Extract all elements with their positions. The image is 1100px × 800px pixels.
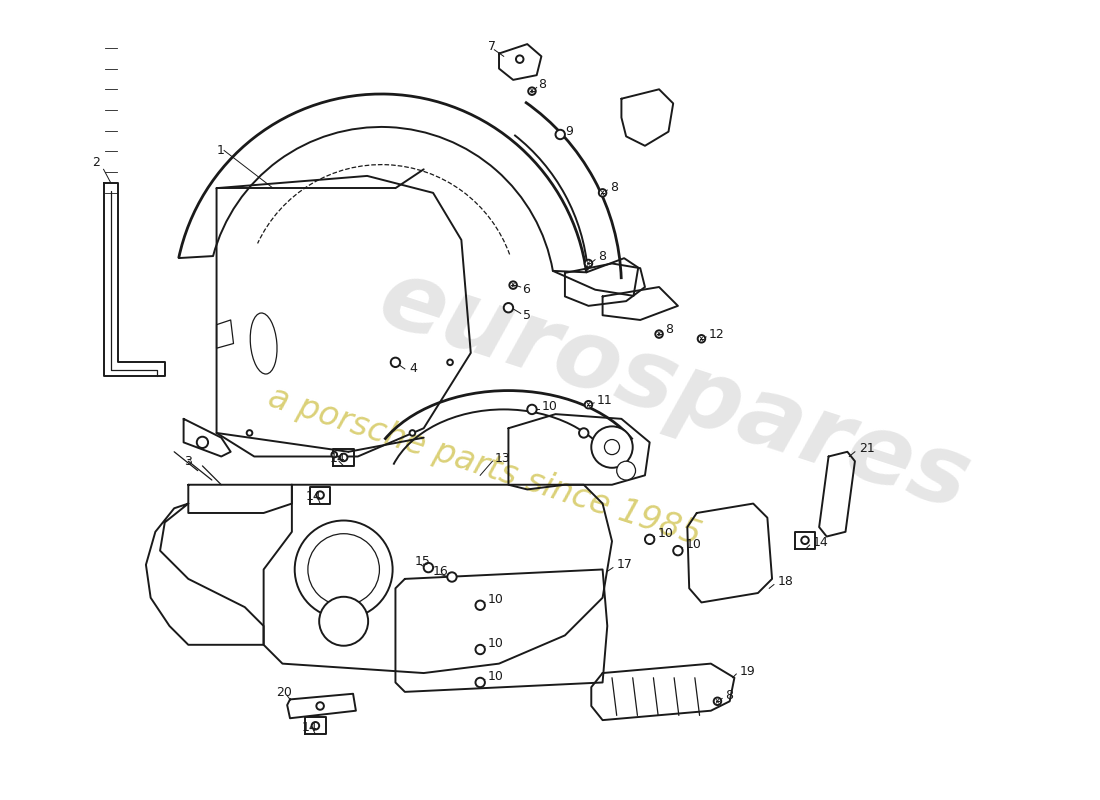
Circle shape [598,189,606,197]
Text: 8: 8 [610,181,618,194]
Circle shape [617,462,636,480]
Circle shape [409,430,415,436]
Text: 16: 16 [433,565,449,578]
Text: 3: 3 [184,454,191,468]
Text: 1: 1 [217,144,224,157]
Circle shape [605,439,619,454]
Circle shape [319,597,369,646]
Circle shape [475,601,485,610]
Circle shape [246,430,252,436]
Text: 5: 5 [522,309,530,322]
Circle shape [801,537,808,544]
Text: 10: 10 [541,400,558,413]
Circle shape [509,282,517,289]
Text: 21: 21 [859,442,874,455]
Circle shape [390,358,400,367]
Circle shape [504,303,513,313]
Circle shape [424,563,433,572]
Circle shape [585,401,592,409]
Circle shape [475,678,485,687]
Text: 8: 8 [539,78,547,91]
Circle shape [475,645,485,654]
Circle shape [673,546,683,555]
Circle shape [579,428,588,438]
Circle shape [331,452,337,458]
Circle shape [295,521,393,618]
Text: 10: 10 [487,670,504,683]
Text: 8: 8 [598,250,606,263]
Text: 10: 10 [657,527,673,540]
Circle shape [197,437,208,448]
Text: 20: 20 [276,686,292,699]
Circle shape [340,454,348,462]
Circle shape [516,55,524,63]
Text: 10: 10 [487,638,504,650]
Text: 4: 4 [409,362,417,375]
Text: 14: 14 [813,536,828,549]
Circle shape [527,405,537,414]
Text: 13: 13 [494,452,510,465]
Text: 15: 15 [415,555,430,569]
Text: 10: 10 [685,538,702,551]
Circle shape [645,534,654,544]
Circle shape [714,698,722,705]
Text: 11: 11 [597,394,613,406]
Text: 7: 7 [487,41,496,54]
Text: 14: 14 [301,721,317,734]
Text: 14: 14 [330,452,345,465]
Circle shape [697,335,705,342]
Text: 19: 19 [740,665,756,678]
Circle shape [592,426,632,468]
Text: 8: 8 [725,689,733,702]
Circle shape [317,702,323,710]
Circle shape [585,260,592,267]
Text: 6: 6 [522,283,530,296]
Circle shape [556,130,565,139]
Text: a porsche parts since 1985: a porsche parts since 1985 [264,380,705,552]
Circle shape [656,330,663,338]
Text: 8: 8 [664,323,673,336]
Circle shape [317,491,323,499]
Circle shape [448,359,453,365]
Text: 9: 9 [565,125,573,138]
Text: eurospares: eurospares [367,251,981,530]
Text: 17: 17 [617,558,632,571]
Text: 14: 14 [306,490,322,502]
Text: 10: 10 [487,593,504,606]
Text: 18: 18 [778,575,793,588]
Circle shape [528,87,536,95]
Circle shape [311,722,319,730]
Circle shape [308,534,380,606]
Text: 2: 2 [92,156,100,170]
Text: 12: 12 [710,327,725,341]
Circle shape [448,572,456,582]
